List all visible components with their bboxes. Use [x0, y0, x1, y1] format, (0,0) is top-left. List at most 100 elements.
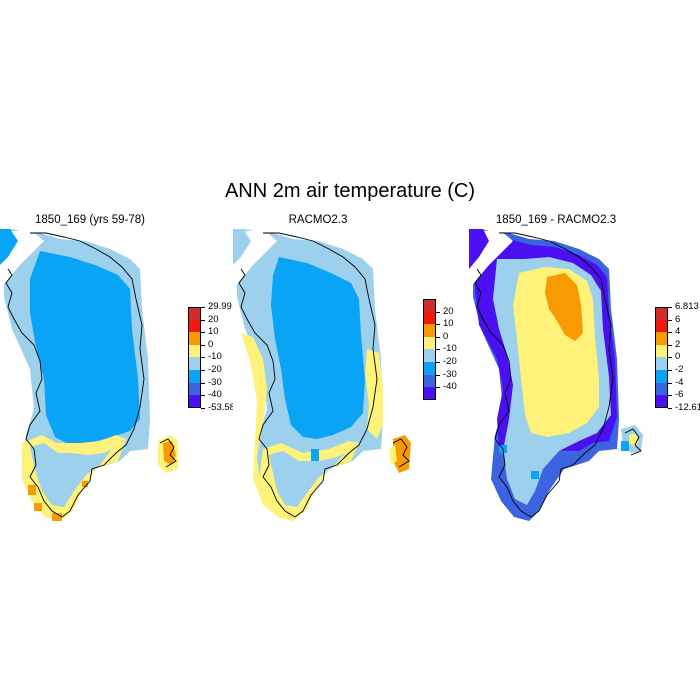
colorbar-segment — [423, 362, 436, 376]
colorbar-label: 0 — [675, 351, 681, 363]
colorbar-tick — [436, 374, 440, 376]
figure-title: ANN 2m air temperature (C) — [224, 180, 476, 202]
colorbar-tick — [668, 370, 672, 371]
arctic-island-rim — [233, 229, 251, 265]
colorbar-label: -10 — [208, 351, 222, 363]
coastline — [392, 438, 410, 468]
colorbar-segment — [188, 332, 201, 346]
colorbar-tick — [436, 349, 440, 351]
colorbar-label: -53.58 — [208, 401, 235, 413]
colorbar-tick — [436, 387, 440, 389]
orange-cell — [82, 481, 88, 487]
colorbar-tick — [201, 307, 205, 308]
colorbar-segment — [423, 311, 436, 325]
coast-strip-blue — [30, 443, 112, 507]
colorbar-tick — [668, 332, 672, 334]
colorbar-segment — [423, 299, 436, 313]
panel-1-map — [0, 229, 180, 525]
colorbar-label: 29.99 — [208, 301, 232, 312]
interior-orange — [545, 273, 583, 341]
colorbar-segment — [655, 370, 668, 384]
colorbar-segment — [655, 319, 668, 333]
colorbar-label: 10 — [443, 318, 454, 330]
colorbar-segment — [423, 349, 436, 363]
colorbar-frame — [655, 307, 668, 408]
colorbar-tick — [436, 336, 440, 338]
colorbar-segment — [423, 387, 436, 401]
colorbar-label: 0 — [443, 330, 449, 342]
colorbar-label: 6 — [675, 313, 681, 325]
colorbar-segment — [188, 395, 201, 409]
panel-3-title: 1850_169 - RACMO2.3 — [495, 214, 617, 226]
colorbar-frame — [423, 299, 436, 400]
panel-2-title: RACMO2.3 — [288, 214, 348, 226]
colorbar-label: -20 — [208, 364, 222, 375]
colorbar-segment — [188, 370, 201, 384]
arctic-island-rim — [469, 229, 489, 269]
panel-3-map — [469, 229, 649, 525]
colorbar-tick — [201, 357, 205, 359]
colorbar-tick — [668, 357, 672, 359]
colorbar-frame — [188, 307, 201, 408]
coastline — [238, 232, 378, 518]
colorbar-segment — [188, 319, 201, 333]
coast-strip-yellow-west — [241, 333, 293, 521]
colorbar-tick — [201, 407, 205, 409]
colorbar-label: -40 — [208, 389, 222, 401]
colorbar-tick — [201, 382, 205, 384]
coastline — [474, 232, 614, 518]
coast-strip-blue — [269, 451, 345, 507]
iceland-rim — [389, 445, 397, 465]
blue-cell — [311, 449, 319, 461]
colorbar-label: -4 — [675, 376, 684, 388]
colorbar-label: -2 — [675, 364, 684, 375]
arctic-island-rim — [0, 229, 18, 265]
colorbar-label: 20 — [443, 305, 454, 317]
colorbar-segment — [655, 307, 668, 321]
colorbar-tick — [668, 407, 672, 409]
colorbar-tick — [201, 332, 205, 334]
panel-1-title: 1850_169 (yrs 59-78) — [35, 214, 145, 226]
colorbar-label: 0 — [208, 338, 214, 350]
colorbar-tick — [668, 395, 672, 397]
colorbar-tick — [436, 362, 440, 363]
colorbar-segment — [655, 395, 668, 409]
colorbar-tick — [668, 319, 672, 321]
colorbar-label: 4 — [675, 326, 681, 338]
colorbar-tick — [201, 344, 205, 346]
colorbar-segment — [188, 344, 201, 358]
colorbar-segment — [423, 336, 436, 350]
panel-2-map — [233, 229, 413, 525]
colorbar-tick — [436, 324, 440, 326]
colorbar-tick — [668, 344, 672, 346]
colorbar-segment — [423, 324, 436, 338]
orange-cell — [28, 485, 36, 495]
colorbar-label: -10 — [443, 343, 457, 355]
colorbar-tick — [436, 311, 440, 313]
orange-cell — [34, 503, 42, 511]
colorbar-label: -6 — [675, 389, 684, 401]
colorbar-tick — [201, 370, 205, 371]
colorbar-label: 20 — [208, 313, 219, 325]
colorbar-tick — [668, 307, 672, 308]
blue-cell — [531, 471, 539, 479]
iceland-core — [163, 441, 176, 465]
iceland-patch — [393, 435, 411, 473]
colorbar-label: 10 — [208, 326, 219, 338]
colorbar-segment — [188, 307, 201, 321]
colorbar-label: -40 — [443, 381, 457, 393]
coast-strip-yellow-east — [365, 349, 383, 439]
coastline — [159, 438, 177, 468]
colorbar-segment — [188, 357, 201, 371]
colorbar-segment — [655, 344, 668, 358]
orange-cell — [52, 513, 62, 521]
colorbar-segment — [188, 382, 201, 396]
iceland-core — [629, 433, 639, 447]
ice-sheet-inner — [271, 257, 365, 439]
colorbar-label: 2 — [675, 338, 681, 350]
colorbar-label: -30 — [443, 368, 457, 380]
colorbar-label: -20 — [443, 356, 457, 367]
colorbar-segment — [655, 332, 668, 346]
colorbar-segment — [423, 374, 436, 388]
coastline — [624, 428, 642, 456]
